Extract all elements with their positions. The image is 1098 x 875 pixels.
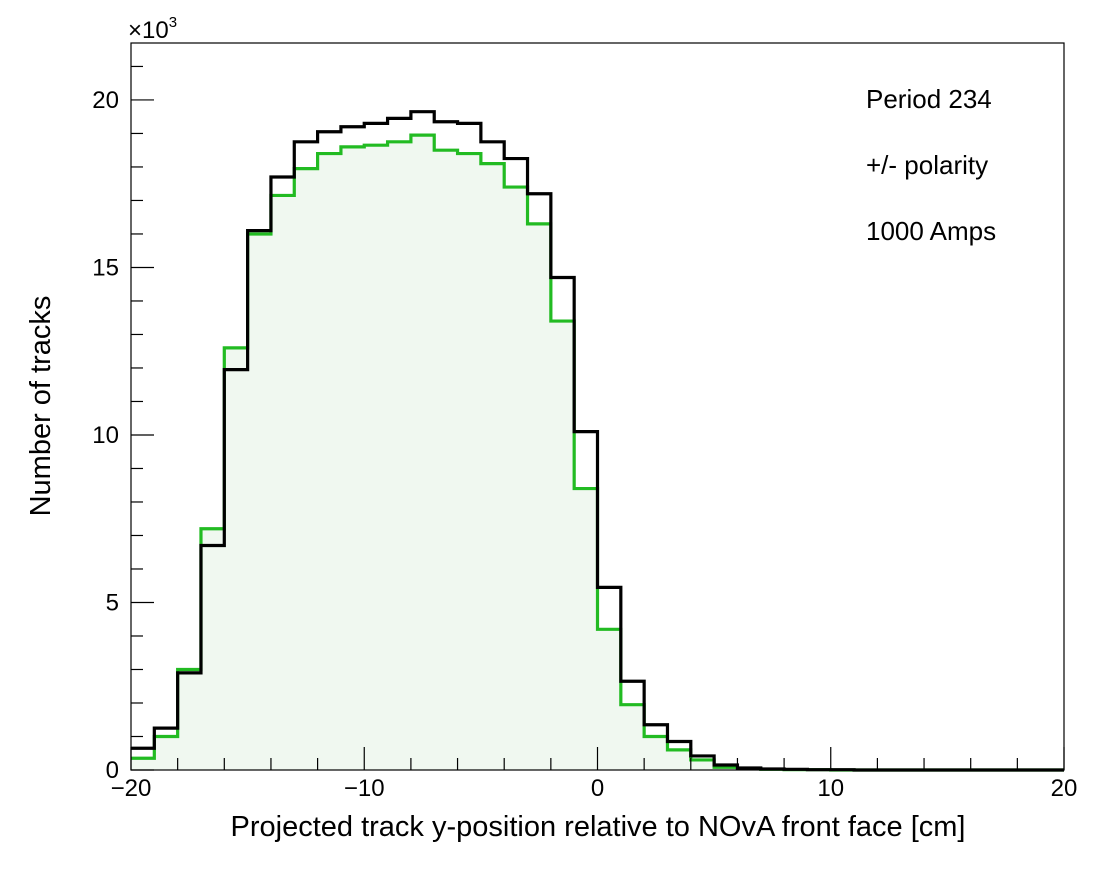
y-multiplier: ×103 (128, 14, 177, 44)
ticks-layer: −20 −10 0 10 20 0 5 10 15 20 (92, 65, 1078, 802)
x-tick-label: 20 (1051, 775, 1078, 802)
y-axis-title: Number of tracks (25, 296, 57, 517)
x-tick-label: −10 (344, 775, 385, 802)
x-tick-label: 10 (817, 775, 844, 802)
x-tick-label: −20 (111, 775, 152, 802)
x-tick-label: 0 (591, 775, 604, 802)
annotation-current: 1000 Amps (866, 216, 996, 246)
y-tick-label: 20 (92, 87, 119, 114)
x-axis-title: Projected track y-position relative to N… (231, 811, 966, 843)
series-layer (131, 110, 1064, 772)
annotation-polarity: +/- polarity (866, 150, 988, 180)
y-tick-label: 5 (106, 589, 119, 616)
annotation-period: Period 234 (866, 84, 992, 114)
y-tick-label: 10 (92, 422, 119, 449)
y-tick-label: 15 (92, 254, 119, 281)
y-tick-label: 0 (106, 757, 119, 784)
series-0-area (131, 135, 1064, 770)
